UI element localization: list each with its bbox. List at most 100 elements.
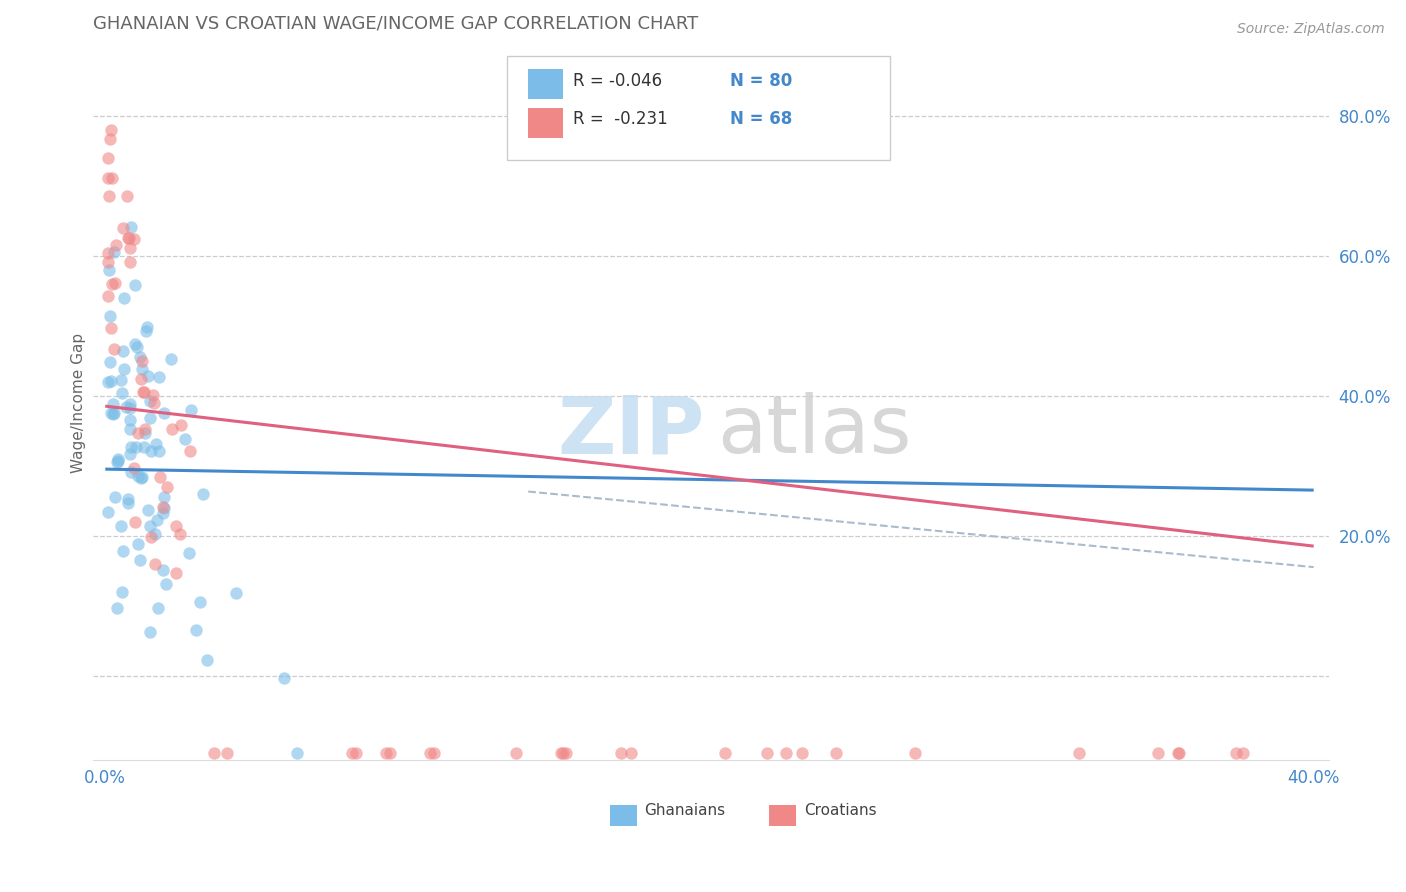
Point xyxy=(505,746,527,760)
Point xyxy=(419,746,441,760)
Point xyxy=(1225,746,1247,760)
Point xyxy=(165,566,187,580)
Point xyxy=(166,518,188,533)
Point xyxy=(620,746,643,760)
Point xyxy=(107,452,129,467)
FancyBboxPatch shape xyxy=(610,805,637,826)
Point xyxy=(131,469,153,483)
Text: N = 80: N = 80 xyxy=(730,72,792,90)
Point xyxy=(125,440,148,454)
Point xyxy=(114,400,136,414)
Point xyxy=(1067,746,1090,760)
Point xyxy=(101,170,124,185)
Point xyxy=(188,595,211,609)
Point xyxy=(193,487,215,501)
Point xyxy=(128,351,150,365)
Point xyxy=(111,543,134,558)
Point xyxy=(134,425,156,440)
Point xyxy=(98,189,121,203)
Point xyxy=(120,219,142,234)
Point xyxy=(118,413,141,427)
FancyBboxPatch shape xyxy=(529,70,562,99)
Point xyxy=(159,352,181,367)
FancyBboxPatch shape xyxy=(508,56,890,160)
Point xyxy=(103,244,125,259)
Point xyxy=(375,746,398,760)
Point xyxy=(551,746,574,760)
Point xyxy=(145,437,167,451)
Point xyxy=(117,496,139,510)
Point xyxy=(111,343,134,358)
Point xyxy=(550,746,572,760)
Point xyxy=(100,277,122,291)
Point xyxy=(117,231,139,245)
Text: Ghanaians: Ghanaians xyxy=(644,803,725,818)
Point xyxy=(180,402,202,417)
Point xyxy=(97,170,120,185)
Text: Croatians: Croatians xyxy=(804,803,876,818)
Point xyxy=(127,469,149,483)
Point xyxy=(100,123,122,137)
Point xyxy=(153,406,176,420)
Point xyxy=(101,407,124,421)
Point xyxy=(169,526,191,541)
Point xyxy=(111,385,134,400)
Point xyxy=(143,396,166,410)
Point xyxy=(134,422,156,436)
Point xyxy=(132,441,155,455)
Point xyxy=(346,746,368,760)
Point xyxy=(100,374,122,388)
Point xyxy=(98,355,121,369)
Point xyxy=(120,401,142,416)
Point xyxy=(104,238,127,252)
Point xyxy=(225,585,247,599)
Point xyxy=(118,231,141,245)
Point xyxy=(127,426,149,441)
Point xyxy=(120,465,142,479)
Text: atlas: atlas xyxy=(717,392,911,470)
Point xyxy=(120,448,142,462)
Point xyxy=(107,453,129,467)
Text: ZIP: ZIP xyxy=(558,392,704,470)
Point xyxy=(139,624,162,639)
FancyBboxPatch shape xyxy=(529,109,562,138)
Point xyxy=(152,563,174,577)
Point xyxy=(136,502,159,516)
Point xyxy=(135,324,157,338)
Point xyxy=(111,584,134,599)
Point xyxy=(104,276,127,290)
Point xyxy=(98,132,121,146)
Point xyxy=(422,746,444,760)
Point xyxy=(139,411,162,425)
Point xyxy=(110,518,132,533)
Point xyxy=(139,443,162,458)
Point xyxy=(152,506,174,520)
Point xyxy=(120,422,142,436)
Point xyxy=(122,232,145,246)
Point xyxy=(136,319,159,334)
Text: R =  -0.231: R = -0.231 xyxy=(572,111,668,128)
Point xyxy=(202,746,225,760)
Point xyxy=(127,537,149,551)
Text: GHANAIAN VS CROATIAN WAGE/INCOME GAP CORRELATION CHART: GHANAIAN VS CROATIAN WAGE/INCOME GAP COR… xyxy=(93,15,699,33)
Point xyxy=(146,601,169,615)
Point xyxy=(103,406,125,420)
Point xyxy=(152,500,174,515)
Point xyxy=(179,443,201,458)
Point xyxy=(825,746,848,760)
Point xyxy=(105,601,128,615)
Point xyxy=(143,557,166,571)
Point xyxy=(170,418,193,433)
Point xyxy=(98,309,121,323)
FancyBboxPatch shape xyxy=(769,805,796,826)
Point xyxy=(555,746,578,760)
Point xyxy=(138,519,160,533)
Point xyxy=(120,255,142,269)
Point xyxy=(173,432,195,446)
Point xyxy=(110,373,132,387)
Point xyxy=(138,393,160,408)
Point xyxy=(124,277,146,292)
Point xyxy=(104,490,127,504)
Point xyxy=(100,406,122,420)
Point xyxy=(790,746,813,760)
